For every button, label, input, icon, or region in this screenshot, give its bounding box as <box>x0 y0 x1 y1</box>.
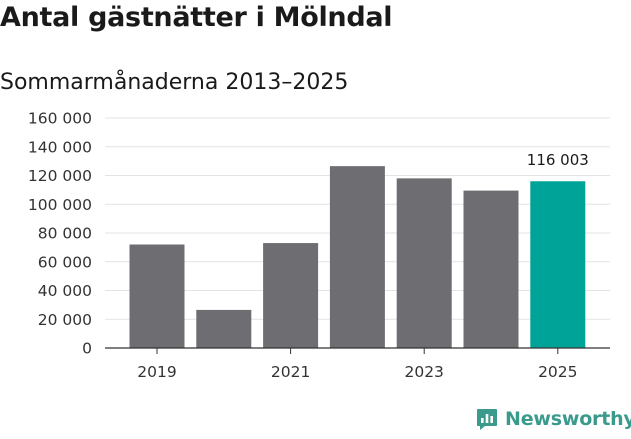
bar-chart: 0 20 000 40 000 60 000 80 000 100 000 120 000 1… <box>28 110 610 381</box>
brand-name: Newsworthy <box>505 408 631 430</box>
y-tick-label: 40 000 <box>38 282 92 300</box>
y-tick-label: 120 000 <box>28 167 92 185</box>
data-labels: 116 003 <box>527 151 589 169</box>
y-tick-label: 20 000 <box>38 311 92 329</box>
bar-2024 <box>463 190 519 348</box>
data-label: 116 003 <box>527 151 589 169</box>
brand: Newsworthy <box>475 407 631 431</box>
x-axis: 2019 2021 2023 2025 <box>105 347 610 381</box>
y-tick-label: 100 000 <box>28 196 92 214</box>
y-tick-label: 80 000 <box>38 225 92 243</box>
x-tick-label: 2025 <box>538 363 577 381</box>
newsworthy-logo-icon <box>477 409 497 430</box>
bar-2023 <box>396 178 452 348</box>
bar-2022 <box>329 166 385 348</box>
bar-2025 <box>530 181 586 348</box>
chart-subtitle: Sommarmånaderna 2013–2025 <box>0 70 349 95</box>
bar-2020 <box>196 309 252 348</box>
bar-2019 <box>129 244 185 348</box>
chart-title: Antal gästnätter i Mölndal <box>0 2 393 33</box>
y-tick-label: 60 000 <box>38 253 92 271</box>
bar-2021 <box>263 243 319 348</box>
bars <box>129 166 586 348</box>
x-tick-label: 2019 <box>137 363 176 381</box>
y-axis-ticks: 0 20 000 40 000 60 000 80 000 100 000 120 000 1… <box>28 110 92 358</box>
y-tick-label: 140 000 <box>28 138 92 156</box>
y-tick-label: 160 000 <box>28 110 92 128</box>
x-tick-label: 2021 <box>271 363 310 381</box>
x-tick-label: 2023 <box>404 363 443 381</box>
y-tick-label: 0 <box>82 340 92 358</box>
